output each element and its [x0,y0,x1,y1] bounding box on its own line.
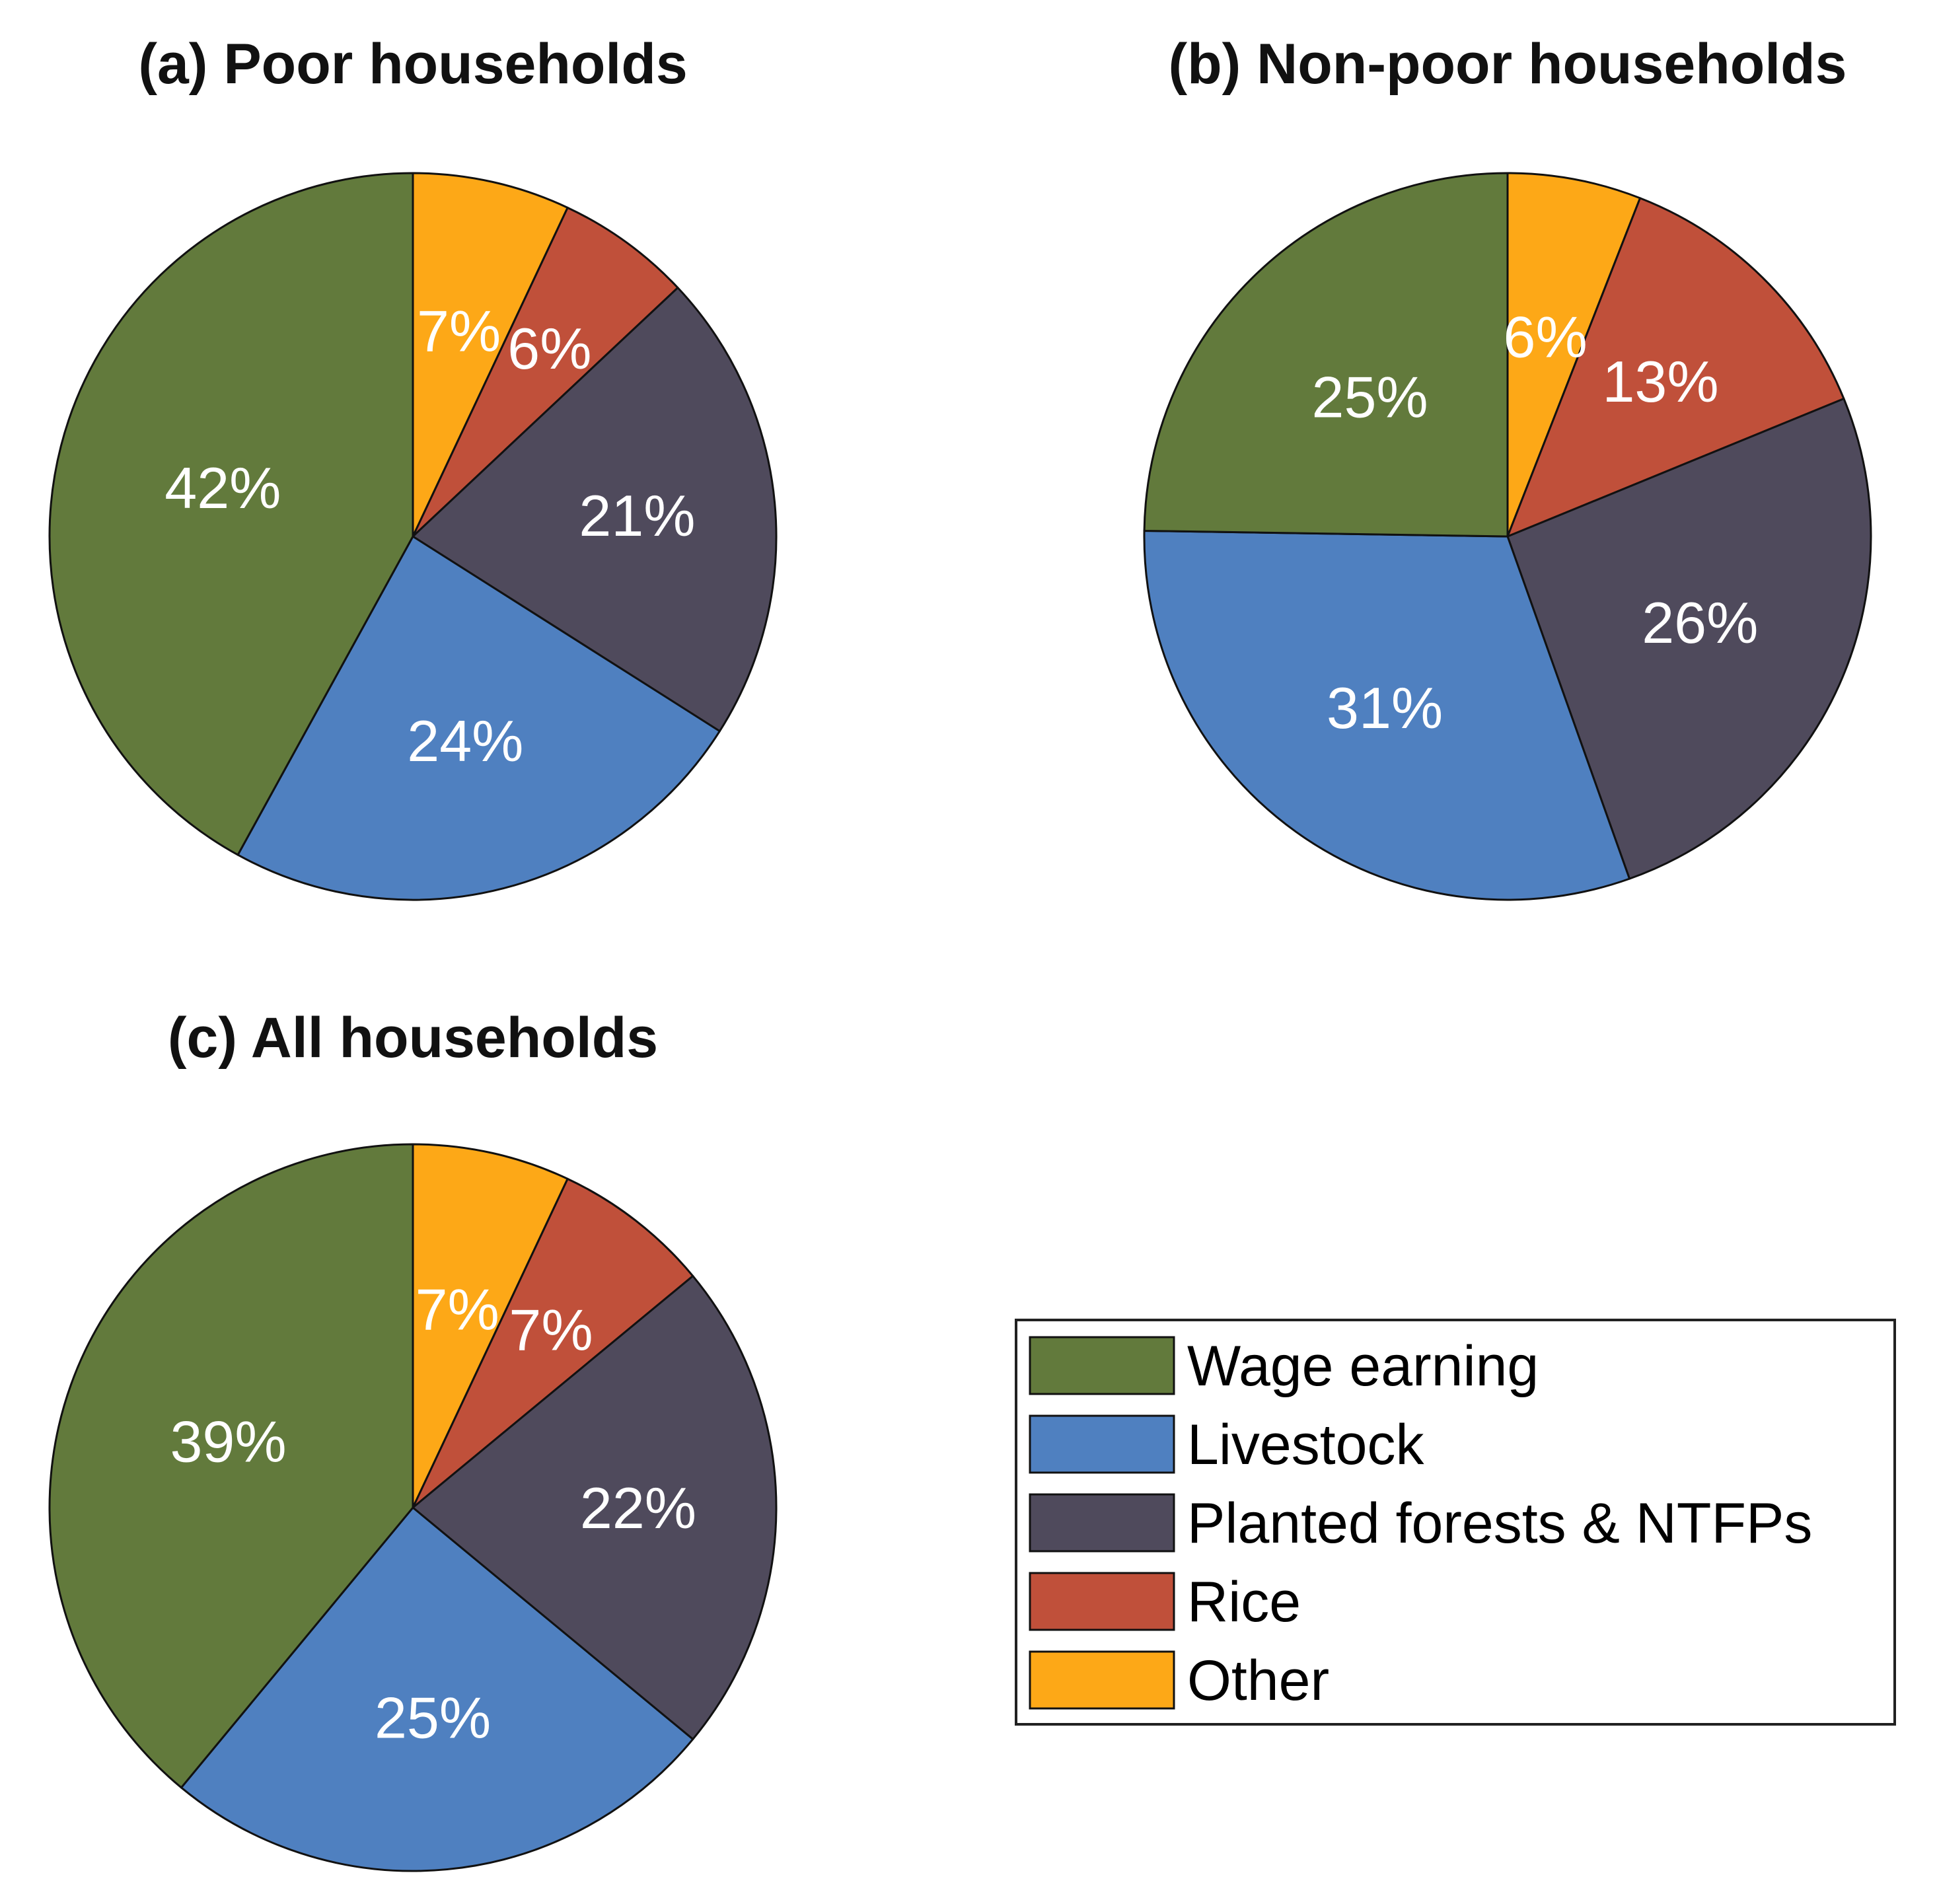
legend-swatch [1029,1572,1175,1631]
data-label-rice: 13% [1602,349,1718,414]
data-label-livestock: 24% [407,708,523,774]
data-label-other: 7% [416,1276,499,1342]
pie-slice-other [1506,172,1642,538]
legend-swatch [1029,1414,1175,1474]
legend-item-planted-forests-and-ntfps: Planted forests & NTFPs [1029,1492,1812,1555]
data-label-wage-earning: 39% [170,1409,286,1474]
data-label-rice: 6% [507,316,591,381]
pie-chart-3: (c) All households 7% 7% 22% 25% 39% [48,1006,778,1872]
data-label-planted-forests-and-ntfps: 26% [1642,590,1758,655]
legend-item-rice: Rice [1029,1570,1301,1634]
data-label-rice: 7% [509,1298,593,1363]
legend-label: Other [1187,1649,1329,1712]
pie-slice-wage-earning [48,1143,414,1789]
data-label-planted-forests-and-ntfps: 21% [579,483,695,548]
data-label-livestock: 31% [1327,675,1443,741]
pie-chart-2: (b) Non-poor households 6%13% 26% 31% 25% [1143,32,1872,901]
data-label-wage-earning: 25% [1312,364,1428,429]
legend-label: Wage earning [1187,1335,1539,1398]
pie-slice-livestock [237,535,721,901]
legend-label: Livestock [1187,1413,1424,1477]
data-label-wage-earning: 42% [164,455,281,521]
legend-swatch [1029,1650,1175,1710]
legend-swatch [1029,1336,1175,1395]
pie-slice-other [412,1143,569,1509]
pie-slice-livestock [180,1506,694,1872]
pie-slice-planted-forests-and-ntfps [412,286,778,733]
legend-swatch [1029,1493,1175,1553]
pie-slice-rice [412,1177,694,1509]
chart-title: (b) Non-poor households [1168,32,1846,96]
pie-slice-planted-forests-and-ntfps [1506,398,1872,880]
chart-title: (a) Poor households [138,32,687,96]
pie-slice-livestock [1143,529,1631,901]
legend-label: Planted forests & NTFPs [1187,1492,1812,1555]
pie-slice-rice [1506,197,1845,538]
data-label-other: 6% [1504,304,1588,369]
chart-title: (c) All households [168,1006,658,1070]
pie-chart-1: (a) Poor households 7% 6% 21% 24% 42% [48,32,778,901]
legend-item-other: Other [1029,1649,1329,1712]
pie-slice-wage-earning [1143,172,1509,538]
pie-slice-wage-earning [48,172,414,856]
pie-slice-planted-forests-and-ntfps [412,1274,778,1741]
legend-item-wage-earning: Wage earning [1029,1335,1539,1398]
data-label-planted-forests-and-ntfps: 22% [580,1475,696,1541]
legend: Wage earning Livestock Planted forests & N… [1015,1319,1896,1726]
legend-label: Rice [1187,1570,1301,1634]
data-label-livestock: 25% [375,1685,491,1751]
data-label-other: 7% [417,299,501,364]
pie-slice-other [412,172,569,538]
legend-item-livestock: Livestock [1029,1413,1424,1477]
pie-slice-rice [412,206,679,538]
